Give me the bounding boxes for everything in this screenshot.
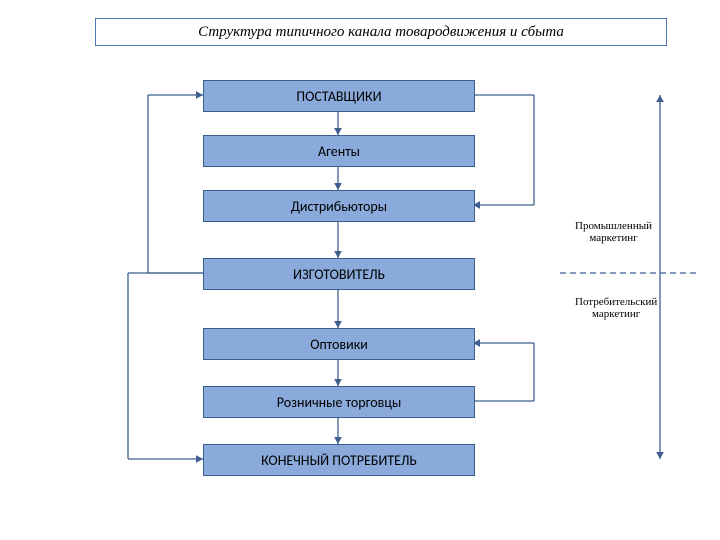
node-label: Розничные торговцы xyxy=(277,394,402,411)
node-label: Оптовики xyxy=(310,336,368,353)
node-manufacturer: ИЗГОТОВИТЕЛЬ xyxy=(203,258,475,290)
node-suppliers: ПОСТАВЩИКИ xyxy=(203,80,475,112)
title-text: Структура типичного канала товародвижени… xyxy=(198,24,564,41)
node-label: ПОСТАВЩИКИ xyxy=(296,88,381,105)
node-distributors: Дистрибьюторы xyxy=(203,190,475,222)
node-wholesalers: Оптовики xyxy=(203,328,475,360)
node-retailers: Розничные торговцы xyxy=(203,386,475,418)
diagram-title: Структура типичного канала товародвижени… xyxy=(95,18,667,46)
label-consumer_m: Потребительский маркетинг xyxy=(575,296,657,320)
node-label: КОНЕЧНЫЙ ПОТРЕБИТЕЛЬ xyxy=(261,452,417,469)
node-consumer: КОНЕЧНЫЙ ПОТРЕБИТЕЛЬ xyxy=(203,444,475,476)
node-label: ИЗГОТОВИТЕЛЬ xyxy=(293,266,385,283)
node-label: Агенты xyxy=(318,143,360,160)
label-industrial: Промышленный маркетинг xyxy=(575,220,652,244)
node-agents: Агенты xyxy=(203,135,475,167)
node-label: Дистрибьюторы xyxy=(291,198,387,215)
